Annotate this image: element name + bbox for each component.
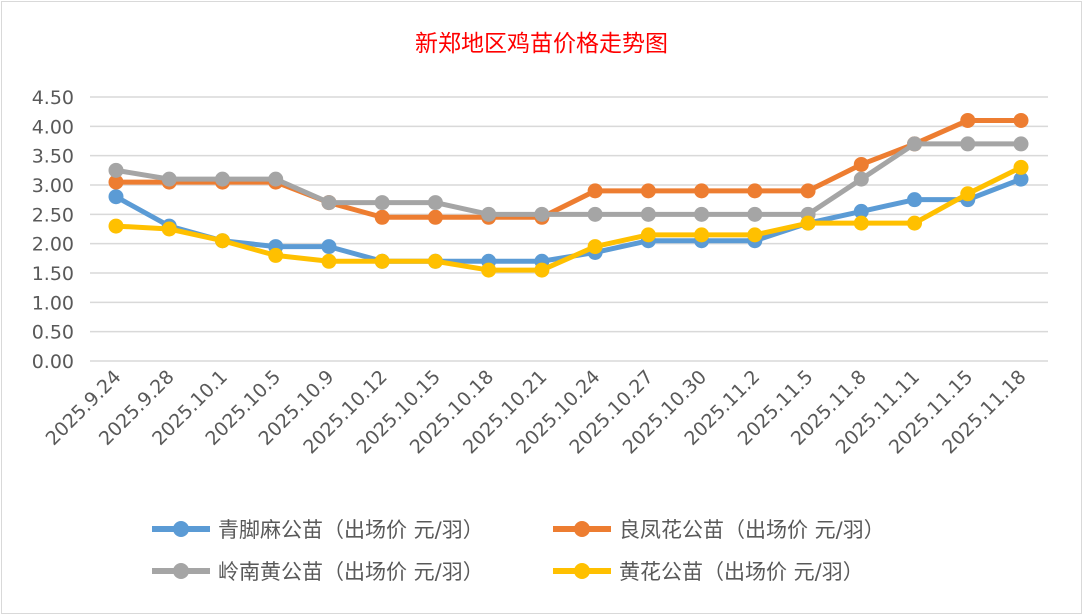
data-point <box>907 215 923 231</box>
legend-swatch <box>553 563 611 579</box>
chart-title: 新郑地区鸡苗价格走势图 <box>415 31 668 57</box>
legend-label: 良凤花公苗（出场价 元/羽） <box>619 518 885 542</box>
y-tick-label: 2.00 <box>32 234 74 256</box>
data-point <box>853 156 869 172</box>
data-point <box>481 262 497 278</box>
data-point <box>640 206 656 222</box>
data-point <box>960 186 976 202</box>
y-tick-label: 2.50 <box>32 204 74 226</box>
data-point <box>268 171 284 187</box>
legend-item-2: 岭南黄公苗（出场价 元/羽） <box>152 556 484 586</box>
legend-label: 青脚麻公苗（出场价 元/羽） <box>218 518 484 542</box>
data-point <box>907 192 923 208</box>
y-tick-label: 4.50 <box>32 87 74 109</box>
data-point <box>960 136 976 152</box>
legend-swatch <box>152 521 210 537</box>
data-point <box>694 206 710 222</box>
data-point <box>214 171 230 187</box>
data-point <box>321 195 337 211</box>
series-line-3 <box>115 165 1023 273</box>
legend-item-1: 良凤花公苗（出场价 元/羽） <box>553 514 885 544</box>
legend-item-3: 黄花公苗（出场价 元/羽） <box>553 556 864 586</box>
data-point <box>587 183 603 199</box>
series-line-1 <box>116 117 1021 220</box>
legend-swatch <box>152 563 210 579</box>
y-tick-label: 1.00 <box>32 292 74 314</box>
data-point <box>161 171 177 187</box>
data-point <box>640 227 656 243</box>
data-point <box>747 227 763 243</box>
data-point <box>374 209 390 225</box>
data-point <box>1013 159 1029 175</box>
data-point <box>108 174 124 190</box>
series-line-2 <box>115 141 1021 217</box>
data-point <box>108 162 124 178</box>
data-point <box>427 253 443 269</box>
data-point <box>427 209 443 225</box>
data-point <box>374 195 390 211</box>
data-point <box>108 189 124 205</box>
legend-label: 黄花公苗（出场价 元/羽） <box>619 560 864 584</box>
data-point <box>374 253 390 269</box>
data-point <box>1013 171 1029 187</box>
data-point <box>587 239 603 255</box>
data-point <box>587 206 603 222</box>
y-tick-label: 4.00 <box>32 116 74 138</box>
data-point <box>427 195 443 211</box>
data-point <box>1013 136 1029 152</box>
data-point <box>960 112 976 128</box>
data-point <box>214 233 230 249</box>
data-point <box>694 183 710 199</box>
data-point <box>321 253 337 269</box>
legend-item-0: 青脚麻公苗（出场价 元/羽） <box>152 514 484 544</box>
data-point <box>747 206 763 222</box>
data-point <box>1013 112 1029 128</box>
y-tick-label: 1.50 <box>32 263 74 285</box>
y-tick-label: 3.50 <box>32 146 74 168</box>
data-point <box>268 247 284 263</box>
data-point <box>800 215 816 231</box>
data-point <box>747 183 763 199</box>
data-point <box>321 239 337 255</box>
legend-label: 岭南黄公苗（出场价 元/羽） <box>218 560 484 584</box>
data-point <box>800 183 816 199</box>
y-tick-label: 0.00 <box>32 351 74 373</box>
y-tick-label: 3.00 <box>32 175 74 197</box>
data-point <box>481 206 497 222</box>
data-point <box>534 206 550 222</box>
data-point <box>161 221 177 237</box>
y-tick-label: 0.50 <box>32 322 74 344</box>
data-point <box>907 136 923 152</box>
legend-swatch <box>553 521 611 537</box>
data-point <box>853 203 869 219</box>
data-point <box>853 171 869 187</box>
data-point <box>853 215 869 231</box>
data-point <box>108 218 124 234</box>
data-point <box>640 183 656 199</box>
data-point <box>694 227 710 243</box>
data-point <box>534 262 550 278</box>
